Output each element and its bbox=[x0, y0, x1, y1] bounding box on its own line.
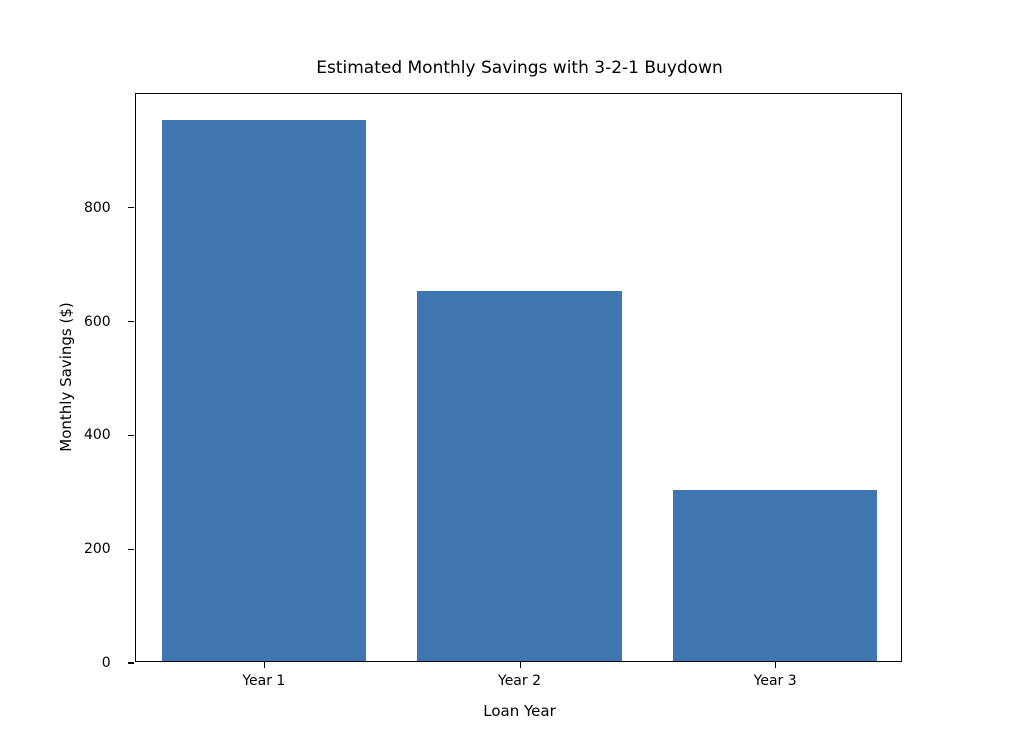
y-tick-mark bbox=[128, 548, 134, 550]
y-tick-mark bbox=[128, 434, 134, 436]
y-tick-label: 600 bbox=[83, 313, 111, 330]
y-tick-mark bbox=[128, 321, 134, 323]
x-tick-mark bbox=[519, 662, 521, 668]
x-tick-mark bbox=[263, 662, 266, 668]
y-axis-label: Monthly Savings ($) bbox=[57, 302, 75, 452]
bar-year-1 bbox=[161, 120, 367, 661]
bar-year-2 bbox=[417, 291, 622, 661]
x-tick-label: Year 3 bbox=[753, 673, 797, 689]
y-tick-label: 800 bbox=[83, 199, 111, 216]
x-tick-label: Year 2 bbox=[498, 673, 541, 689]
plot-area: Year 1 Year 2 Year 3 0 200 400 600 800 bbox=[84, 93, 902, 689]
x-axis-label: Loan Year bbox=[483, 702, 556, 720]
bar-year-3 bbox=[672, 490, 878, 661]
y-tick-mark bbox=[128, 662, 134, 664]
x-tick-label: Year 1 bbox=[242, 673, 286, 689]
y-tick-label: 200 bbox=[83, 541, 111, 558]
chart-title: Estimated Monthly Savings with 3-2-1 Buy… bbox=[316, 58, 723, 78]
y-tick-label: 400 bbox=[83, 427, 111, 444]
y-tick-label: 0 bbox=[101, 655, 111, 671]
x-tick-mark bbox=[775, 662, 777, 668]
y-tick-mark bbox=[128, 207, 134, 209]
